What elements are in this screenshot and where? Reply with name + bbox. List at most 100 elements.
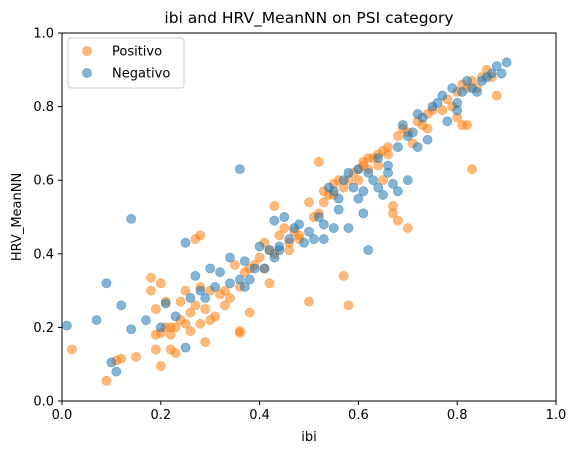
x-tick-label: 0.2: [150, 408, 171, 423]
point-negativo-31: [269, 215, 280, 226]
point-positivo-116: [358, 156, 369, 167]
point-positivo-113: [220, 285, 230, 296]
point-negativo-49: [343, 223, 354, 233]
point-positivo-37: [229, 259, 240, 270]
point-negativo-45: [328, 223, 339, 233]
point-positivo-40: [234, 328, 245, 338]
point-positivo-3: [116, 353, 127, 364]
point-negativo-29: [264, 245, 275, 256]
point-negativo-94: [358, 186, 369, 197]
point-negativo-15: [195, 285, 206, 296]
point-positivo-84: [388, 208, 398, 219]
point-negativo-0: [62, 320, 72, 331]
point-negativo-9: [155, 322, 166, 333]
y-tick-label: 0.2: [33, 321, 54, 336]
point-positivo-25: [190, 300, 201, 311]
point-negativo-46: [333, 193, 344, 204]
point-negativo-77: [452, 105, 463, 116]
point-positivo-26: [195, 230, 206, 241]
point-negativo-12: [180, 237, 191, 248]
point-negativo-54: [363, 245, 374, 256]
point-negativo-53: [358, 208, 369, 219]
point-negativo-14: [190, 270, 201, 281]
legend-marker-negativo: [82, 68, 92, 78]
point-positivo-67: [338, 270, 349, 281]
point-negativo-58: [373, 182, 384, 193]
point-positivo-0: [66, 344, 77, 355]
point-negativo-55: [363, 167, 374, 178]
point-negativo-93: [333, 204, 344, 215]
point-positivo-58: [304, 296, 314, 307]
point-negativo-63: [393, 142, 403, 152]
point-positivo-95: [437, 105, 448, 116]
points-layer: [62, 57, 512, 386]
point-negativo-24: [239, 282, 250, 292]
point-negativo-16: [200, 293, 211, 303]
point-negativo-44: [328, 186, 339, 197]
point-negativo-11: [180, 342, 191, 353]
point-positivo-19: [175, 296, 186, 307]
chart-title: ibi and HRV_MeanNN on PSI category: [164, 9, 453, 28]
point-positivo-20: [180, 285, 191, 296]
point-negativo-47: [338, 175, 349, 186]
point-negativo-69: [417, 112, 428, 123]
point-positivo-28: [195, 318, 206, 329]
point-negativo-52: [353, 193, 364, 204]
point-negativo-34: [284, 234, 295, 244]
point-positivo-8: [150, 344, 161, 355]
point-negativo-90: [170, 311, 181, 322]
point-negativo-20: [225, 278, 235, 289]
point-positivo-45: [254, 252, 265, 263]
point-positivo-89: [402, 223, 413, 233]
x-tick-label: 1.0: [546, 408, 567, 423]
point-negativo-33: [279, 212, 290, 222]
legend-label-positivo: Positivo: [112, 45, 162, 60]
point-positivo-50: [269, 201, 280, 211]
point-positivo-104: [467, 164, 477, 175]
point-positivo-42: [244, 307, 255, 318]
point-positivo-52: [274, 230, 285, 241]
legend-label-negativo: Negativo: [112, 67, 170, 82]
x-tick-label: 0.8: [447, 408, 468, 423]
y-axis-label: HRV_MeanNN: [10, 173, 25, 261]
point-negativo-17: [205, 263, 216, 274]
point-positivo-35: [220, 300, 230, 311]
point-negativo-30: [269, 252, 280, 263]
point-negativo-75: [447, 83, 458, 94]
ticks-layer: 0.0 0.2 0.4 0.6 0.8 1.0 0.0 0.2 0.4 0.6 0.8 1.0: [33, 27, 566, 424]
point-negativo-81: [472, 86, 482, 97]
point-negativo-64: [397, 120, 408, 130]
point-negativo-37: [299, 237, 309, 248]
point-negativo-84: [486, 68, 497, 79]
point-negativo-5: [116, 300, 127, 311]
point-positivo-57: [304, 197, 314, 208]
point-negativo-86: [496, 68, 507, 79]
point-positivo-60: [313, 156, 324, 167]
point-negativo-3: [106, 357, 117, 368]
point-negativo-92: [412, 142, 423, 152]
point-negativo-39: [309, 234, 319, 244]
point-negativo-25: [244, 274, 255, 285]
point-positivo-11: [155, 278, 166, 289]
point-negativo-61: [388, 178, 398, 189]
point-negativo-8: [141, 315, 151, 325]
point-negativo-2: [101, 278, 112, 289]
point-positivo-1: [101, 375, 112, 386]
point-positivo-17: [170, 348, 181, 359]
point-positivo-49: [264, 278, 275, 289]
point-positivo-16: [170, 322, 181, 333]
legend-box: [67, 37, 185, 89]
x-tick-label: 0.0: [52, 408, 73, 423]
point-positivo-114: [284, 245, 295, 256]
point-negativo-51: [353, 164, 364, 175]
point-positivo-10: [155, 361, 166, 371]
point-negativo-7: [126, 324, 137, 335]
point-negativo-18: [210, 282, 221, 292]
point-negativo-70: [422, 134, 433, 145]
point-negativo-22: [234, 164, 245, 175]
point-positivo-117: [422, 123, 433, 134]
point-negativo-87: [501, 57, 512, 68]
series-negativo: [62, 57, 512, 377]
point-positivo-111: [131, 351, 141, 362]
point-positivo-23: [185, 326, 196, 336]
